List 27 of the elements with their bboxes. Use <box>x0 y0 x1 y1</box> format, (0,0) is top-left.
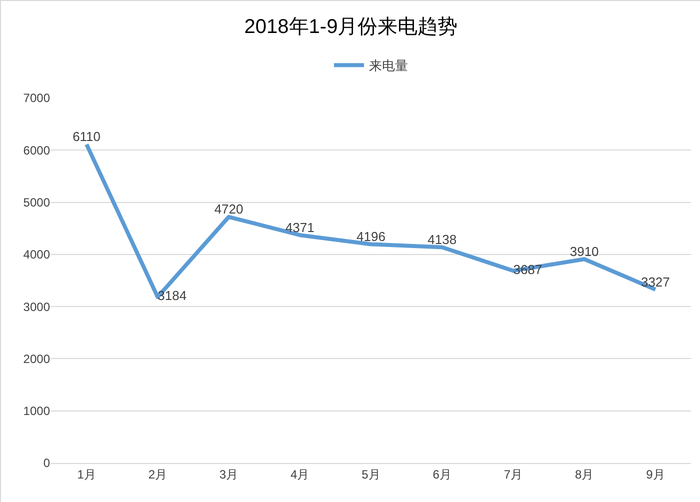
x-tick-label: 6月 <box>432 467 452 482</box>
x-tick-label: 7月 <box>504 467 523 482</box>
x-tick-label: 8月 <box>574 467 594 482</box>
data-label: 3687 <box>513 262 542 277</box>
y-tick-label: 1000 <box>23 404 50 418</box>
y-tick-label: 0 <box>43 456 50 470</box>
legend-label: 来电量 <box>369 58 408 74</box>
data-label: 4371 <box>285 220 314 235</box>
data-label: 4720 <box>214 202 244 217</box>
y-tick-label: 5000 <box>23 195 50 210</box>
data-label: 4138 <box>428 232 457 247</box>
chart-title: 2018年1-9月份来电趋势 <box>244 16 458 38</box>
y-tick-label: 3000 <box>23 300 50 314</box>
y-tick-label: 7000 <box>23 91 50 106</box>
x-tick-label: 1月 <box>77 467 96 482</box>
data-label: 6110 <box>72 129 101 144</box>
x-tick-label: 5月 <box>362 467 380 482</box>
data-label: 3327 <box>640 274 670 290</box>
y-tick-label: 6000 <box>23 143 50 158</box>
x-tick-label: 9月 <box>646 467 665 482</box>
y-tick-label: 2000 <box>23 352 50 366</box>
data-label: 4196 <box>356 228 386 244</box>
data-label: 3910 <box>570 244 599 259</box>
x-tick-label: 4月 <box>290 467 310 482</box>
y-tick-label: 4000 <box>23 248 50 262</box>
x-tick-label: 3月 <box>219 467 238 482</box>
x-tick-label: 2月 <box>148 467 168 482</box>
